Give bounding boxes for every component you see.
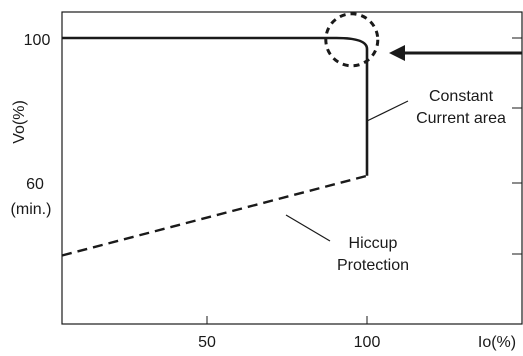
annotation-hiccup-line1: Hiccup: [349, 235, 398, 252]
x-tick-label-50: 50: [198, 334, 216, 351]
annotation-constant-line2: Current area: [416, 110, 506, 127]
arrowhead-icon: [389, 45, 405, 61]
y-tick-sublabel-min: (min.): [11, 201, 52, 218]
x-axis-ticks: [206, 316, 368, 324]
leader-line-constant-current: [366, 100, 409, 122]
annotation-constant-line1: Constant: [429, 88, 494, 105]
leader-line-hiccup: [285, 214, 331, 242]
y-tick-label-100: 100: [24, 32, 51, 49]
y-axis-label: Vo(%): [11, 100, 28, 144]
plot-frame: [61, 11, 523, 325]
right-axis-ticks: [512, 37, 522, 255]
transition-highlight-circle: [324, 12, 380, 68]
y-tick-label-60: 60: [26, 176, 44, 193]
x-tick-label-100: 100: [354, 334, 381, 351]
arrow-indicator: [389, 45, 522, 61]
x-axis-label: Io(%): [478, 334, 516, 351]
annotation-hiccup-line2: Protection: [337, 257, 409, 274]
series-hiccup-line: [61, 174, 368, 257]
series-constant-current-line: [62, 36, 369, 176]
